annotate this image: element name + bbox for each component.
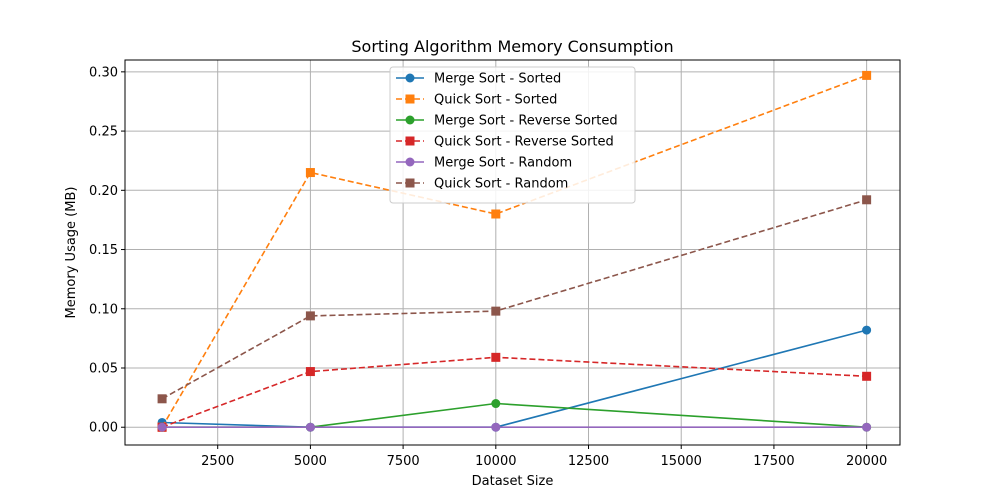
- x-tick-label: 2500: [201, 454, 234, 469]
- x-tick-label: 20000: [846, 454, 887, 469]
- y-tick-label: 0.15: [89, 243, 118, 258]
- legend-label: Quick Sort - Reverse Sorted: [434, 135, 614, 150]
- chart-title: Sorting Algorithm Memory Consumption: [351, 37, 673, 56]
- x-tick-label: 7500: [387, 454, 420, 469]
- data-point: [862, 422, 872, 432]
- x-tick-label: 12500: [568, 454, 609, 469]
- legend: Merge Sort - Sorted Quick Sort - Sorted Me…: [389, 66, 636, 204]
- data-point: [862, 70, 872, 80]
- data-point: [491, 399, 501, 409]
- legend-label: Merge Sort - Random: [434, 156, 572, 171]
- series-5: [157, 195, 872, 404]
- data-point: [305, 168, 315, 178]
- ticks: 2500 5000 7500 10000 12500 15000 17500 20000 0.0…: [89, 65, 887, 469]
- y-tick-label: 0.20: [89, 184, 118, 199]
- x-tick-label: 17500: [753, 454, 794, 469]
- data-point: [305, 367, 315, 377]
- data-point: [491, 306, 501, 316]
- y-tick-label: 0.05: [89, 362, 118, 377]
- series-line: [162, 402, 867, 429]
- legend-item: Quick Sort - Random: [396, 177, 568, 192]
- x-tick-label: 15000: [661, 454, 702, 469]
- y-tick-label: 0.30: [89, 65, 118, 80]
- data-point: [491, 352, 501, 362]
- legend-label: Merge Sort - Sorted: [434, 72, 561, 87]
- data-point: [157, 422, 167, 432]
- legend-marker: [405, 94, 415, 104]
- legend-item: Merge Sort - Reverse Sorted: [396, 114, 618, 129]
- legend-frame: [389, 66, 636, 204]
- plot-frame: [124, 59, 901, 446]
- legend-marker: [405, 115, 415, 125]
- data-point: [305, 311, 315, 321]
- data-point: [862, 325, 872, 335]
- x-axis-label: Dataset Size: [472, 474, 554, 489]
- legend-item: Quick Sort - Sorted: [396, 93, 557, 108]
- x-tick-label: 10000: [475, 454, 516, 469]
- legend-item: Quick Sort - Reverse Sorted: [396, 135, 614, 150]
- x-tick-label: 5000: [294, 454, 327, 469]
- legend-marker: [405, 73, 415, 83]
- series-line: [161, 199, 867, 400]
- legend-item: Merge Sort - Sorted: [396, 72, 561, 87]
- legend-label: Quick Sort - Random: [434, 177, 568, 192]
- series-line: [162, 329, 867, 429]
- data-point: [491, 209, 501, 219]
- legend-marker: [405, 136, 415, 146]
- data-point: [305, 422, 315, 432]
- data-point: [157, 394, 167, 404]
- legend-marker: [405, 178, 415, 188]
- y-tick-label: 0.10: [89, 302, 118, 317]
- data-point: [491, 422, 501, 432]
- data-point: [862, 195, 872, 205]
- data-point: [862, 371, 872, 381]
- legend-label: Quick Sort - Sorted: [434, 93, 557, 108]
- y-axis-label: Memory Usage (MB): [64, 187, 79, 319]
- series-4: [157, 422, 872, 432]
- legend-marker: [405, 157, 415, 167]
- y-tick-label: 0.25: [89, 125, 118, 140]
- legend-item: Merge Sort - Random: [396, 156, 572, 171]
- y-tick-label: 0.00: [89, 421, 118, 436]
- legend-label: Merge Sort - Reverse Sorted: [434, 114, 618, 129]
